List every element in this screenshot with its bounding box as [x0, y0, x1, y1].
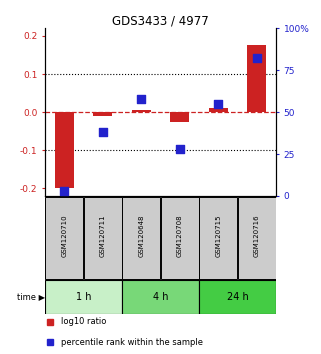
Text: time ▶: time ▶: [17, 292, 45, 301]
Point: [139, 96, 144, 102]
Bar: [132, 110, 151, 112]
Bar: [45, 280, 122, 314]
Text: GSM120715: GSM120715: [215, 215, 221, 257]
Point: [216, 101, 221, 107]
Text: 4 h: 4 h: [153, 292, 168, 302]
Text: GSM120710: GSM120710: [61, 215, 67, 257]
Bar: [247, 45, 266, 112]
Text: log10 ratio: log10 ratio: [61, 317, 107, 326]
Bar: [161, 197, 199, 279]
Point: [254, 56, 259, 61]
Bar: [170, 112, 189, 122]
Title: GDS3433 / 4977: GDS3433 / 4977: [112, 14, 209, 27]
Bar: [238, 197, 276, 279]
Bar: [122, 280, 199, 314]
Bar: [45, 197, 83, 279]
Bar: [93, 112, 112, 116]
Text: GSM120716: GSM120716: [254, 215, 260, 257]
Point: [177, 146, 182, 152]
Bar: [199, 197, 237, 279]
Text: 1 h: 1 h: [76, 292, 91, 302]
Text: 24 h: 24 h: [227, 292, 248, 302]
Bar: [84, 197, 122, 279]
Point: [62, 188, 67, 194]
Point: [100, 130, 105, 135]
Bar: [55, 112, 74, 188]
Text: percentile rank within the sample: percentile rank within the sample: [61, 338, 203, 347]
Text: GSM120708: GSM120708: [177, 215, 183, 257]
Bar: [122, 197, 160, 279]
Text: GSM120648: GSM120648: [138, 215, 144, 257]
Bar: [209, 108, 228, 112]
Text: GSM120711: GSM120711: [100, 215, 106, 257]
Bar: [199, 280, 276, 314]
